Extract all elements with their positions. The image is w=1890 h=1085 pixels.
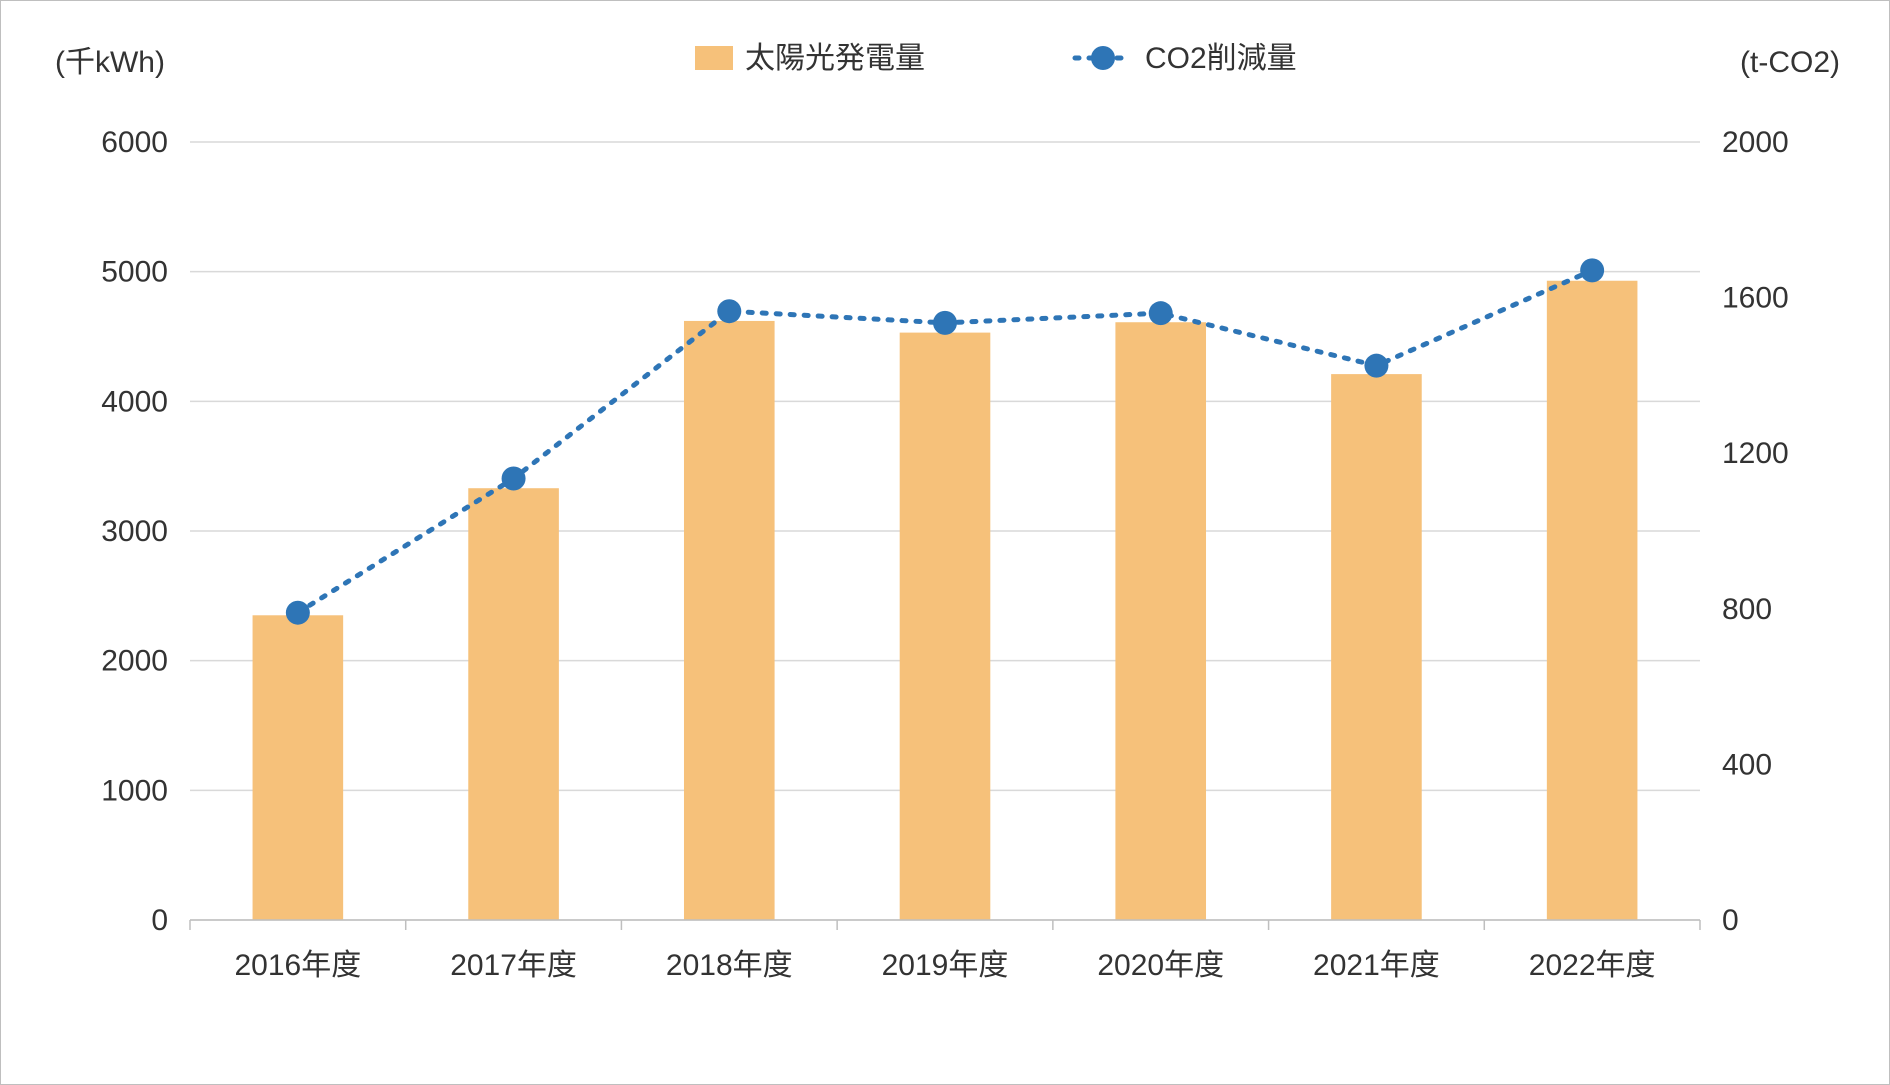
x-tick-label: 2018年度 bbox=[666, 949, 793, 982]
combo-chart: 0 1000 2000 3000 4000 5000 6000 0 400 800 1200 1600… bbox=[0, 0, 1890, 1085]
bar bbox=[1115, 322, 1206, 920]
y-left-axis-title: (千kWh) bbox=[55, 46, 165, 79]
chart-container: 0 1000 2000 3000 4000 5000 6000 0 400 800 1200 1600… bbox=[0, 0, 1890, 1085]
bar bbox=[684, 321, 775, 920]
line-marker bbox=[1149, 301, 1173, 325]
y-left-tick-label: 6000 bbox=[101, 126, 168, 159]
bar bbox=[900, 333, 991, 920]
x-tick-label: 2019年度 bbox=[882, 949, 1009, 982]
line-marker bbox=[1580, 258, 1604, 282]
x-tick-label: 2021年度 bbox=[1313, 949, 1440, 982]
line-marker bbox=[933, 311, 957, 335]
legend-swatch-marker bbox=[1091, 46, 1115, 70]
y-right-tick-label: 400 bbox=[1722, 748, 1772, 781]
y-right-tick-label: 1200 bbox=[1722, 437, 1789, 470]
legend-swatch-bar bbox=[695, 46, 733, 70]
bar bbox=[1331, 374, 1422, 920]
bar bbox=[1547, 281, 1638, 920]
x-tick-label: 2022年度 bbox=[1529, 949, 1656, 982]
y-right-tick-label: 1600 bbox=[1722, 282, 1789, 315]
legend-label-bar: 太陽光発電量 bbox=[745, 42, 925, 75]
y-left-tick-label: 0 bbox=[151, 904, 168, 937]
y-left-tick-label: 4000 bbox=[101, 385, 168, 418]
x-tick-label: 2017年度 bbox=[450, 949, 577, 982]
y-right-tick-label: 0 bbox=[1722, 904, 1739, 937]
y-right-tick-label: 800 bbox=[1722, 593, 1772, 626]
y-left-tick-label: 5000 bbox=[101, 256, 168, 289]
legend-label-line: CO2削減量 bbox=[1145, 42, 1297, 75]
line-marker bbox=[717, 299, 741, 323]
y-right-axis-title: (t-CO2) bbox=[1740, 46, 1840, 79]
y-left-tick-label: 3000 bbox=[101, 515, 168, 548]
bar bbox=[468, 488, 559, 920]
bar bbox=[253, 615, 344, 920]
x-tick-label: 2020年度 bbox=[1097, 949, 1224, 982]
line-marker bbox=[502, 466, 526, 490]
y-right-tick-label: 2000 bbox=[1722, 126, 1789, 159]
line-marker bbox=[1364, 354, 1388, 378]
y-left-tick-label: 1000 bbox=[101, 774, 168, 807]
line-marker bbox=[286, 601, 310, 625]
y-left-tick-label: 2000 bbox=[101, 645, 168, 678]
x-tick-label: 2016年度 bbox=[234, 949, 361, 982]
